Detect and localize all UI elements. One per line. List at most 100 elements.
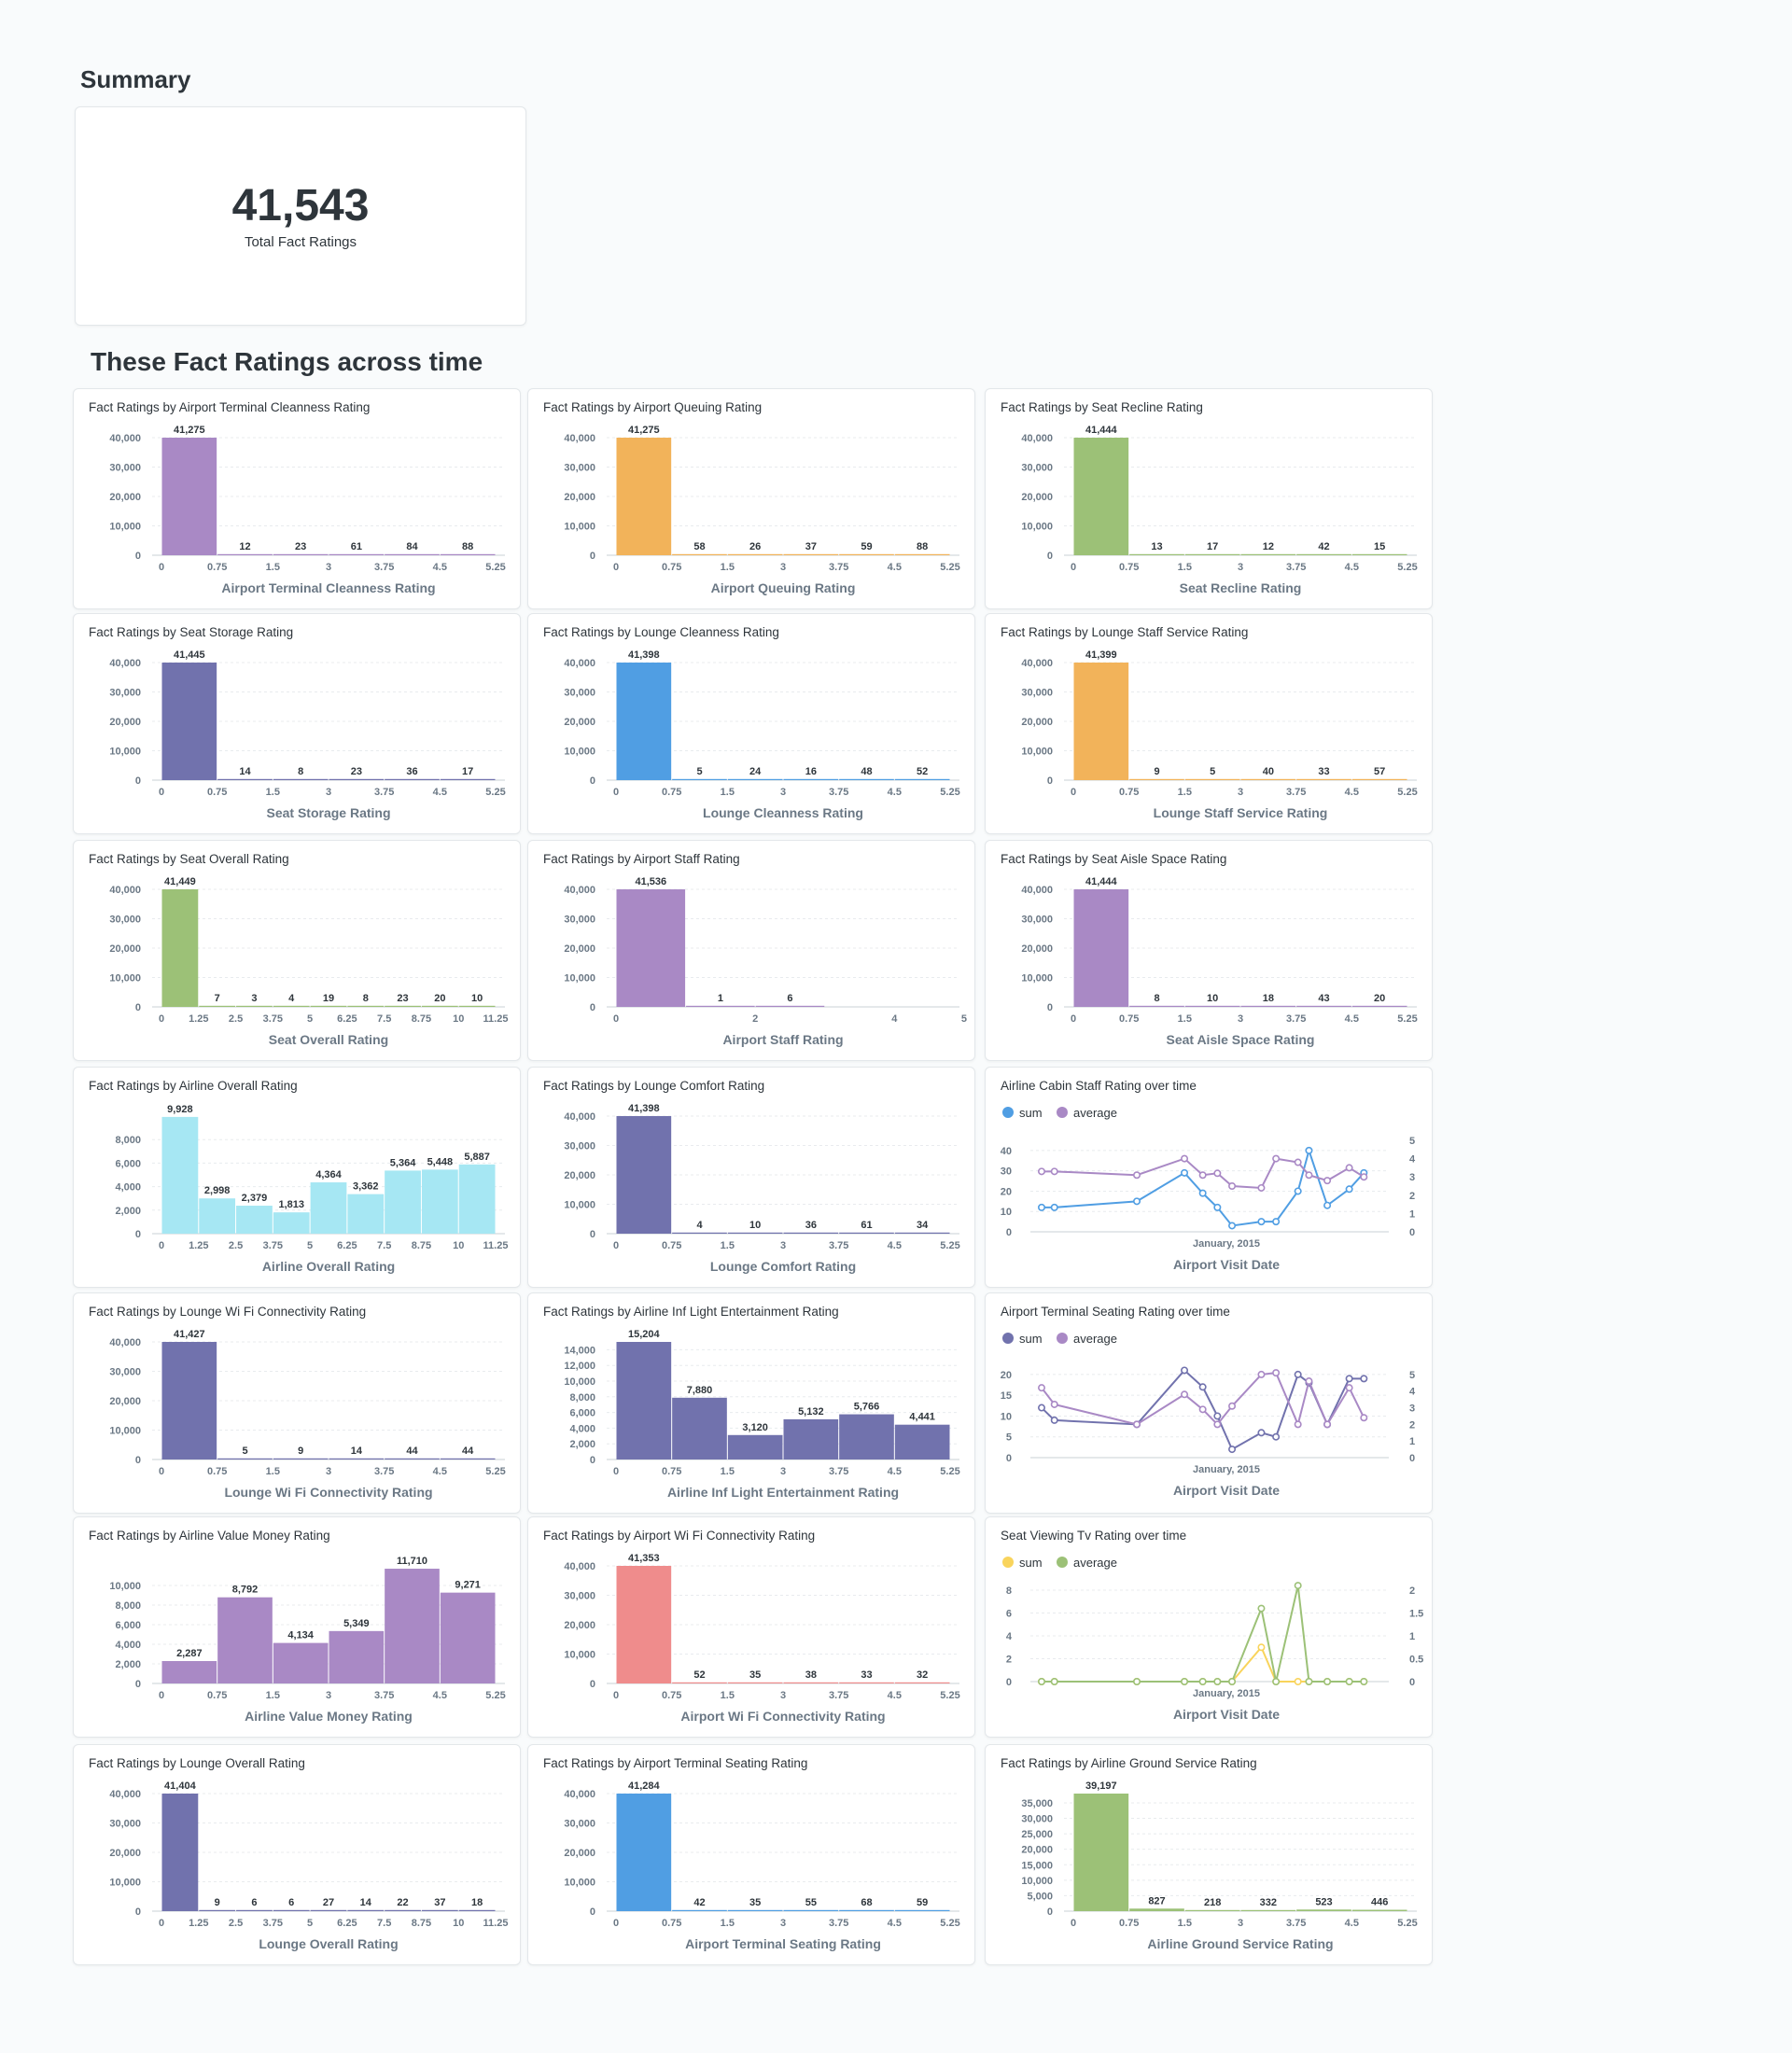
x-tick-label: 3.75	[829, 1240, 848, 1251]
data-point-sum	[1257, 1218, 1266, 1226]
chart-svg[interactable]: Fact Ratings by Seat Aisle Space Rating 0…	[986, 841, 1432, 1060]
chart-svg[interactable]: Fact Ratings by Airport Terminal Cleanne…	[74, 389, 520, 608]
chart-svg[interactable]: Fact Ratings by Airport Wi Fi Connectivi…	[528, 1517, 974, 1737]
y-tick-label: 40,000	[564, 658, 595, 669]
y-left-tick-label: 20	[1001, 1370, 1012, 1381]
chart-card[interactable]: Fact Ratings by Airport Wi Fi Connectivi…	[527, 1516, 975, 1738]
x-tick-label: 2.5	[229, 1240, 243, 1251]
chart-card[interactable]: Fact Ratings by Lounge Cleanness Rating 0…	[527, 613, 975, 834]
bar	[236, 1206, 273, 1234]
chart-card[interactable]: Fact Ratings by Airline Overall Rating 0 2…	[73, 1067, 521, 1288]
chart-card[interactable]: Fact Ratings by Lounge Overall Rating 0 10…	[73, 1744, 521, 1965]
chart-card[interactable]: Fact Ratings by Seat Storage Rating 0 10,0…	[73, 613, 521, 834]
x-tick-label: 8.75	[412, 1240, 431, 1251]
chart-svg[interactable]: Fact Ratings by Airport Queuing Rating 0 1…	[528, 389, 974, 608]
chart-title: Airline Cabin Staff Rating over time	[1001, 1079, 1197, 1093]
total-fact-ratings-value: 41,543	[231, 181, 370, 230]
chart-svg[interactable]: Fact Ratings by Airline Overall Rating 0 2…	[74, 1068, 520, 1287]
y-left-tick-label: 0	[1006, 1453, 1012, 1464]
chart-svg[interactable]: Fact Ratings by Seat Overall Rating 0 10,0…	[74, 841, 520, 1060]
chart-svg[interactable]: Fact Ratings by Airline Inf Light Entert…	[528, 1293, 974, 1513]
bar	[199, 1909, 236, 1911]
bar	[161, 438, 217, 555]
chart-card[interactable]: Fact Ratings by Airport Staff Rating 0 10,…	[527, 840, 975, 1061]
data-point-sum	[1305, 1146, 1313, 1154]
y-tick-label: 0	[135, 1455, 141, 1466]
total-fact-ratings-card[interactable]: 41,543 Total Fact Ratings	[75, 106, 526, 326]
chart-svg[interactable]: Fact Ratings by Seat Recline Rating 0 10,0…	[986, 389, 1432, 608]
bar	[727, 778, 783, 780]
chart-card[interactable]: Fact Ratings by Lounge Staff Service Rat…	[985, 613, 1433, 834]
x-tick-label: 0	[159, 562, 164, 573]
y-tick-label: 20,000	[564, 943, 595, 955]
bar-value-label: 18	[1263, 993, 1274, 1004]
bar	[161, 1794, 199, 1911]
x-tick-label: 0.75	[207, 787, 227, 798]
chart-card[interactable]: Fact Ratings by Airport Terminal Cleanne…	[73, 388, 521, 609]
data-point-sum	[1257, 1643, 1266, 1652]
bar-value-label: 59	[917, 1897, 928, 1908]
chart-card[interactable]: Fact Ratings by Airline Ground Service R…	[985, 1744, 1433, 1965]
chart-card[interactable]: Fact Ratings by Lounge Comfort Rating 0 10…	[527, 1067, 975, 1288]
bar-value-label: 4	[696, 1220, 703, 1231]
data-point-sum	[1272, 1218, 1281, 1226]
bar-value-label: 32	[917, 1669, 928, 1681]
chart-svg[interactable]: Fact Ratings by Airline Value Money Rati…	[74, 1517, 520, 1737]
legend-label: sum	[1019, 1556, 1043, 1570]
y-left-tick-label: 0	[1006, 1677, 1012, 1688]
bar-value-label: 2,287	[176, 1648, 203, 1659]
x-tick-label: 0.75	[207, 562, 227, 573]
data-point-average	[1050, 1678, 1058, 1686]
chart-card[interactable]: Fact Ratings by Airport Queuing Rating 0 1…	[527, 388, 975, 609]
chart-title: Fact Ratings by Lounge Comfort Rating	[543, 1079, 764, 1093]
y-left-tick-label: 2	[1006, 1655, 1012, 1666]
bar-value-label: 3,120	[742, 1422, 768, 1433]
x-tick-label: 0	[159, 1466, 164, 1477]
data-point-sum	[1257, 1429, 1266, 1437]
chart-svg[interactable]: Fact Ratings by Airport Terminal Seating…	[528, 1745, 974, 1964]
y-tick-label: 0	[1047, 775, 1053, 787]
chart-card[interactable]: Airline Cabin Staff Rating over time sum a…	[985, 1067, 1433, 1288]
x-tick-label: 1.5	[721, 562, 735, 573]
y-tick-label: 35,000	[1021, 1798, 1053, 1809]
chart-svg[interactable]: Fact Ratings by Airline Ground Service R…	[986, 1745, 1432, 1964]
bar	[1129, 1005, 1184, 1007]
x-tick-label: 0	[613, 1013, 619, 1025]
chart-svg[interactable]: Fact Ratings by Lounge Comfort Rating 0 10…	[528, 1068, 974, 1287]
data-point-average	[1305, 1377, 1313, 1386]
chart-svg[interactable]: Fact Ratings by Lounge Wi Fi Connectivit…	[74, 1293, 520, 1513]
x-tick-label: 0	[159, 1690, 164, 1701]
bar	[1129, 778, 1184, 780]
chart-card[interactable]: Fact Ratings by Seat Overall Rating 0 10,0…	[73, 840, 521, 1061]
chart-card[interactable]: Fact Ratings by Seat Aisle Space Rating 0…	[985, 840, 1433, 1061]
bar-value-label: 26	[749, 541, 761, 552]
chart-card[interactable]: Airport Terminal Seating Rating over tim…	[985, 1292, 1433, 1514]
x-tick-label: 5.25	[485, 1466, 505, 1477]
chart-svg[interactable]: Fact Ratings by Lounge Staff Service Rat…	[986, 614, 1432, 833]
data-point-average	[1305, 1678, 1313, 1686]
bar	[310, 1182, 347, 1234]
y-tick-label: 30,000	[1021, 463, 1053, 474]
chart-card[interactable]: Fact Ratings by Airline Inf Light Entert…	[527, 1292, 975, 1514]
chart-svg[interactable]: Fact Ratings by Lounge Overall Rating 0 10…	[74, 1745, 520, 1964]
data-point-sum	[1181, 1366, 1189, 1375]
chart-card[interactable]: Fact Ratings by Lounge Wi Fi Connectivit…	[73, 1292, 521, 1514]
data-point-sum	[1037, 1404, 1045, 1412]
y-tick-label: 30,000	[109, 915, 141, 926]
chart-card[interactable]: Fact Ratings by Airline Value Money Rati…	[73, 1516, 521, 1738]
bar	[161, 889, 199, 1007]
chart-svg[interactable]: Fact Ratings by Seat Storage Rating 0 10,0…	[74, 614, 520, 833]
chart-svg[interactable]: Fact Ratings by Airport Staff Rating 0 10,…	[528, 841, 974, 1060]
legend-swatch	[1002, 1333, 1014, 1344]
chart-card[interactable]: Fact Ratings by Seat Recline Rating 0 10,0…	[985, 388, 1433, 609]
bar	[273, 1212, 310, 1234]
chart-svg[interactable]: Airport Terminal Seating Rating over tim…	[986, 1293, 1432, 1513]
chart-svg[interactable]: Fact Ratings by Lounge Cleanness Rating 0…	[528, 614, 974, 833]
x-tick-label: 0	[159, 787, 164, 798]
chart-svg[interactable]: Seat Viewing Tv Rating over time sum avera…	[986, 1517, 1432, 1737]
chart-card[interactable]: Fact Ratings by Airport Terminal Seating…	[527, 1744, 975, 1965]
bar-value-label: 5	[1210, 766, 1215, 777]
chart-svg[interactable]: Airline Cabin Staff Rating over time sum a…	[986, 1068, 1432, 1287]
bar	[217, 1597, 273, 1683]
chart-card[interactable]: Seat Viewing Tv Rating over time sum avera…	[985, 1516, 1433, 1738]
